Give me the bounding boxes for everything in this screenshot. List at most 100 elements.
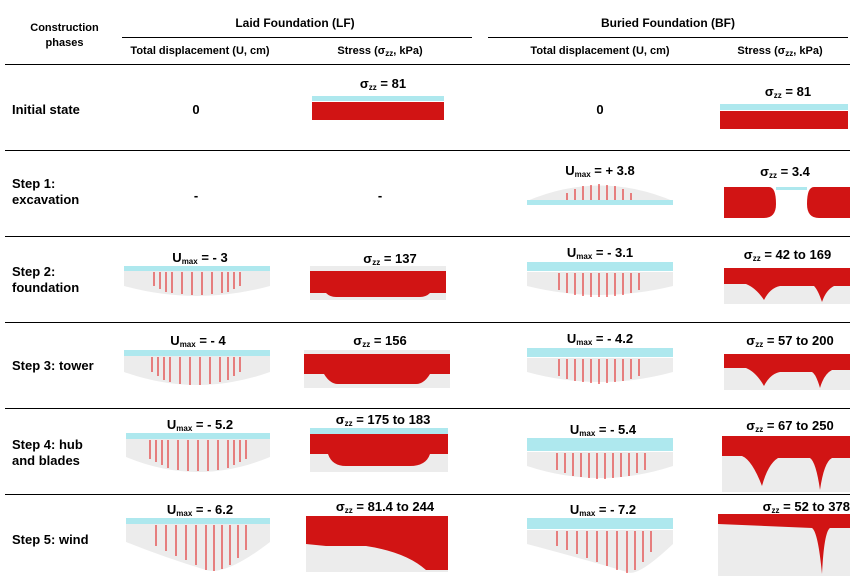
bf-step4-stress-label: σzz = 67 to 250	[730, 418, 850, 434]
bf-initial-stress-diagram	[720, 104, 848, 129]
row-separator	[5, 236, 850, 237]
u-symbol: U	[569, 502, 580, 517]
bf-step4-stress-value: = 67 to 250	[766, 418, 834, 433]
bf-step3-displacement-value: = - 4.2	[595, 331, 634, 346]
bf-step5-displacement-label: Umax = - 7.2	[548, 502, 658, 518]
u-symbol: U	[166, 417, 177, 432]
sigma-symbol: σ	[353, 333, 363, 348]
sigma-symbol: σ	[359, 76, 369, 91]
header-phases: Construction phases	[30, 22, 99, 49]
stress-block	[304, 354, 450, 384]
row-label-step4: Step 4: hub and blades	[12, 437, 83, 468]
lf-step5-displacement-diagram	[126, 518, 270, 571]
lf-step2-displacement-diagram	[124, 266, 270, 296]
sigma-sub: zz	[755, 425, 764, 434]
bf-step5-stress-diagram	[718, 514, 850, 576]
sigma-symbol: σ	[335, 499, 345, 514]
stress-block	[312, 102, 444, 120]
row-label-step3: Step 3: tower	[12, 358, 94, 373]
u-sub: max	[181, 257, 198, 266]
lf-step3-stress-diagram	[304, 350, 450, 388]
stress-block	[724, 268, 850, 302]
foundation-slab	[124, 266, 270, 271]
row-separator	[5, 150, 850, 151]
lf-step4-displacement-label: Umax = - 5.2	[145, 417, 255, 433]
u-sub: max	[176, 509, 193, 518]
foundation-slab	[312, 96, 444, 101]
foundation-slab	[527, 348, 673, 357]
sigma-sub: zz	[773, 91, 782, 100]
bf-step3-stress-diagram	[724, 354, 850, 390]
bf-step1-stress-label: σzz = 3.4	[730, 164, 840, 180]
lf-step5-displacement-value: = - 6.2	[195, 502, 234, 517]
bf-step2-displacement-diagram	[527, 262, 673, 297]
bf-step1-stress-diagram	[724, 187, 850, 218]
bf-step2-stress-label: σzz = 42 to 169	[725, 247, 850, 263]
foundation-slab	[527, 200, 673, 205]
sigma-sub: zz	[368, 83, 377, 92]
sigma-symbol: σ	[743, 247, 753, 262]
sigma-symbol: σ	[762, 499, 772, 514]
sigma-sub: zz	[752, 254, 761, 263]
header-lf-stress-prefix: Stress (σ	[337, 45, 386, 57]
sigma-symbol: σ	[363, 251, 373, 266]
foundation-slab	[527, 262, 673, 271]
u-sub: max	[176, 424, 193, 433]
lf-step3-stress-value: = 156	[373, 333, 407, 348]
sigma-sub: zz	[771, 506, 780, 515]
header-bf-stress: Stress (σzz, kPa)	[710, 45, 850, 58]
header-bf-stress-prefix: Stress (σ	[737, 45, 786, 57]
lf-step2-displacement-value: = - 3	[201, 250, 228, 265]
lf-step4-stress-label: σzz = 175 to 183	[318, 412, 448, 428]
u-symbol: U	[172, 250, 182, 265]
row-label-step1: Step 1: excavation	[12, 176, 80, 207]
u-symbol: U	[166, 502, 177, 517]
sigma-symbol: σ	[760, 164, 769, 179]
bf-step1-displacement-diagram	[527, 184, 673, 205]
bf-step3-displacement-diagram	[527, 348, 673, 384]
stress-block	[310, 434, 448, 466]
header-lf-displacement: Total displacement (U, cm)	[130, 45, 270, 57]
lf-step5-stress-diagram	[306, 516, 448, 572]
u-symbol: U	[569, 422, 580, 437]
stress-block	[720, 111, 848, 129]
foundation-slab	[527, 438, 673, 451]
bf-step3-displacement-label: Umax = - 4.2	[545, 331, 655, 347]
u-symbol: U	[170, 333, 180, 348]
foundation-slab	[126, 433, 270, 439]
u-symbol: U	[566, 245, 577, 260]
row-label-initial: Initial state	[12, 102, 80, 117]
bf-initial-displacement: 0	[596, 102, 604, 117]
foundation-slab	[776, 187, 807, 190]
lf-initial-stress-label: σzz = 81	[318, 76, 448, 92]
lf-step4-displacement-value: = - 5.2	[195, 417, 234, 432]
lf-step2-displacement-label: Umax = - 3	[150, 250, 250, 266]
sigma-symbol: σ	[335, 412, 345, 427]
header-lf-stress-suffix: , kPa)	[393, 45, 423, 57]
header-bf-title: Buried Foundation (BF)	[601, 16, 735, 30]
u-symbol: U	[565, 163, 575, 178]
lf-step5-displacement-label: Umax = - 6.2	[145, 502, 255, 518]
stress-block	[724, 354, 850, 388]
lf-step4-stress-value: = 175 to 183	[356, 412, 431, 427]
sigma-symbol: σ	[746, 418, 756, 433]
lf-step4-stress-diagram	[310, 428, 448, 472]
lf-step3-displacement-diagram	[124, 350, 270, 385]
lf-initial-stress-value: = 81	[380, 76, 407, 91]
u-sub: max	[576, 252, 593, 261]
sigma-sub: zz	[344, 506, 353, 515]
lf-step1-displacement: -	[193, 188, 199, 203]
lf-step3-displacement-label: Umax = - 4	[148, 333, 248, 349]
bf-step4-stress-diagram	[722, 436, 850, 492]
lf-step5-stress-value: = 81.4 to 244	[356, 499, 435, 514]
lf-step4-displacement-diagram	[126, 433, 270, 472]
bf-step3-stress-label: σzz = 57 to 200	[730, 333, 850, 349]
sigma-sub: zz	[755, 340, 764, 349]
bf-step5-displacement-diagram	[527, 518, 673, 573]
lf-initial-displacement: 0	[192, 102, 200, 117]
sigma-sub: zz	[362, 340, 371, 349]
bf-step4-displacement-label: Umax = - 5.4	[548, 422, 658, 438]
bf-step2-displacement-value: = - 3.1	[595, 245, 634, 260]
sigma-sub: zz	[344, 419, 353, 428]
bf-step2-stress-value: = 42 to 169	[764, 247, 832, 262]
